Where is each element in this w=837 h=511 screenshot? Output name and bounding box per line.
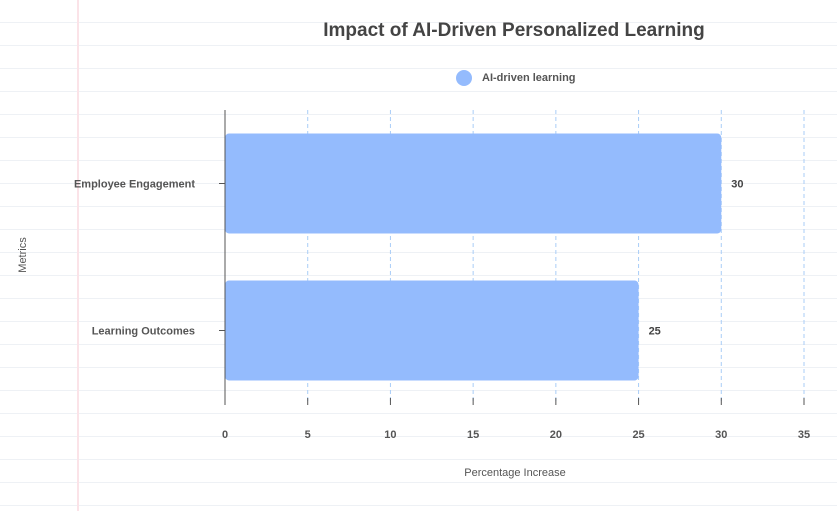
bars: 30 25: [225, 133, 744, 381]
x-tick-label: 5: [305, 429, 311, 441]
chart-title: Impact of AI-Driven Personalized Learnin…: [323, 20, 704, 41]
notebook-margin-line: [77, 0, 79, 511]
bar-learning-outcomes[interactable]: [225, 280, 639, 381]
axes: Employee Engagement Learning Outcomes 0 5 10…: [74, 110, 810, 441]
bar-employee-engagement[interactable]: [225, 133, 722, 234]
legend-label: AI-driven learning: [482, 72, 576, 84]
x-tick-label: 30: [715, 429, 727, 441]
x-tick-label: 35: [798, 429, 810, 441]
x-axis-label: Percentage Increase: [464, 467, 566, 479]
x-tick-label: 10: [384, 429, 396, 441]
y-axis-label: Metrics: [17, 237, 29, 273]
x-tick-label: 15: [467, 429, 479, 441]
y-tick-label: Learning Outcomes: [92, 326, 195, 338]
y-tick-label: Employee Engagement: [74, 179, 195, 191]
x-tick-label: 25: [632, 429, 644, 441]
legend[interactable]: AI-driven learning: [456, 70, 576, 86]
x-tick-label: 0: [222, 429, 228, 441]
x-tick-label: 20: [550, 429, 562, 441]
data-label: 30: [731, 179, 743, 191]
data-label: 25: [649, 326, 661, 338]
legend-marker: [456, 70, 472, 86]
